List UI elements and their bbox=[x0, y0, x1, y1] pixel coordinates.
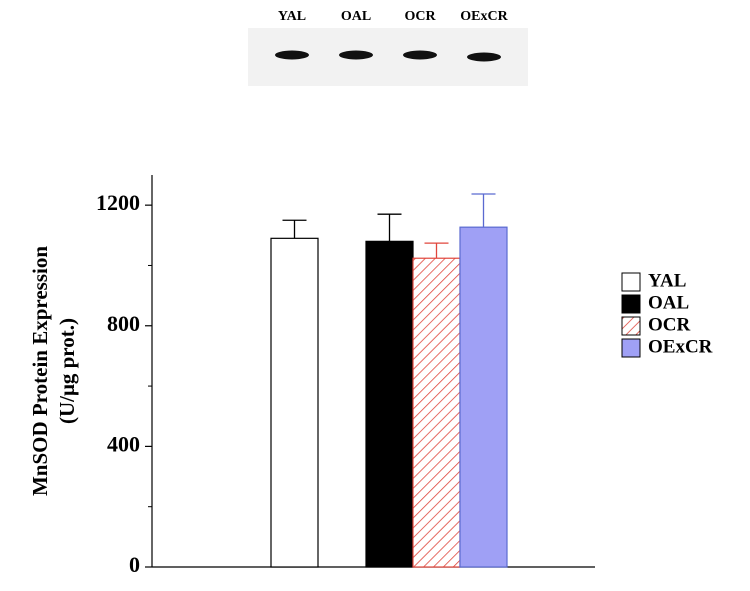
legend-swatch bbox=[621, 316, 641, 336]
y-axis-label: (U/μg prot.) bbox=[55, 318, 79, 424]
blot-lane-label: OCR bbox=[404, 9, 436, 24]
legend-swatch bbox=[621, 294, 641, 314]
legend-label: OCR bbox=[648, 314, 691, 335]
y-tick-label: 400 bbox=[107, 431, 140, 456]
y-tick-label: 0 bbox=[129, 552, 140, 577]
legend-swatch bbox=[621, 338, 641, 358]
blot-band bbox=[403, 50, 437, 60]
bar bbox=[365, 240, 414, 568]
bar bbox=[270, 237, 319, 568]
y-axis-label: MnSOD Protein Expression bbox=[28, 246, 52, 496]
blot-band bbox=[275, 50, 309, 60]
blot-lane-label: OAL bbox=[341, 9, 371, 24]
blot-lane-label: OExCR bbox=[460, 9, 508, 24]
legend-swatch bbox=[621, 272, 641, 292]
y-tick-label: 1200 bbox=[96, 190, 140, 215]
y-tick-label: 800 bbox=[107, 311, 140, 336]
bar bbox=[459, 226, 508, 568]
blot-lane-label: YAL bbox=[278, 9, 306, 24]
legend-label: YAL bbox=[648, 270, 686, 291]
blot-band bbox=[467, 52, 501, 62]
legend-label: OAL bbox=[648, 292, 689, 313]
bar bbox=[412, 257, 461, 568]
blot-band bbox=[339, 50, 373, 60]
legend-label: OExCR bbox=[648, 336, 713, 357]
